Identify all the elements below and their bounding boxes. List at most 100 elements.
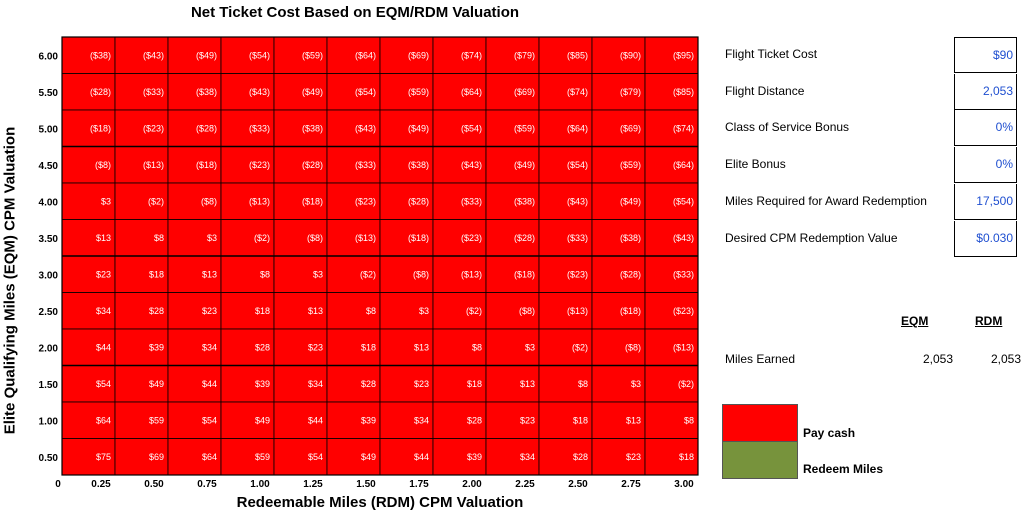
heatmap-cell [644, 401, 699, 439]
cell-value-label: ($8) [413, 269, 429, 279]
panel-row-label: Elite Bonus [725, 157, 786, 172]
cell-value-label: $23 [414, 379, 429, 389]
cell-value-label: ($54) [249, 50, 270, 60]
panel-row: Class of Service Bonus 0% [722, 110, 1022, 147]
cell-value-label: $13 [202, 269, 217, 279]
cell-value-label: ($13) [461, 269, 482, 279]
x-tick-label: 0.50 [144, 479, 164, 490]
cell-value-label: $34 [96, 306, 111, 316]
panel-value-cell[interactable]: 2,053 [954, 73, 1017, 110]
heatmap-cell [273, 292, 328, 330]
heatmap-cell [220, 438, 275, 476]
heatmap-cell [167, 219, 222, 257]
x-tick-label: 2.00 [462, 479, 482, 490]
x-tick-label: 0 [55, 479, 61, 490]
heatmap-cell [485, 401, 540, 439]
cell-value-label: $13 [626, 415, 641, 425]
heatmap-cell [432, 109, 487, 147]
cell-value-label: ($59) [302, 50, 323, 60]
cell-value-label: ($18) [302, 196, 323, 206]
cell-value-label: ($69) [620, 123, 641, 133]
cell-value-label: $3 [313, 269, 323, 279]
panel-value: 0% [995, 120, 1013, 135]
heatmap-cell [167, 146, 222, 184]
panel-value-cell[interactable]: 0% [954, 110, 1017, 147]
panel-row-label: Desired CPM Redemption Value [725, 230, 898, 245]
cell-value-label: ($28) [196, 123, 217, 133]
heatmap-cell [591, 182, 646, 220]
y-tick-label: 5.00 [39, 124, 59, 135]
heatmap-cell [61, 73, 116, 111]
heatmap-cell [432, 255, 487, 293]
cell-value-label: $18 [573, 415, 588, 425]
cell-value-label: ($54) [673, 196, 694, 206]
heatmap-cell [379, 438, 434, 476]
cell-value-label: ($2) [360, 269, 376, 279]
cell-value-label: ($2) [678, 379, 694, 389]
cell-value-label: ($28) [408, 196, 429, 206]
cell-value-label: ($64) [355, 50, 376, 60]
chart-title: Net Ticket Cost Based on EQM/RDM Valuati… [190, 4, 520, 21]
x-tick-label: 2.25 [515, 479, 535, 490]
heatmap-cell [432, 182, 487, 220]
panel-value: 0% [995, 157, 1013, 172]
heatmap-cell [114, 219, 169, 257]
panel-row: Flight Distance 2,053 [722, 73, 1022, 110]
heatmap-cell [538, 73, 593, 111]
heatmap-cell [379, 109, 434, 147]
heatmap-cell [114, 328, 169, 366]
cell-value-label: $64 [96, 415, 111, 425]
cell-value-label: $39 [149, 342, 164, 352]
panel-value-cell[interactable]: $90 [954, 37, 1017, 73]
heatmap-cell [485, 219, 540, 257]
heatmap-cell [591, 328, 646, 366]
y-tick-label: 3.00 [39, 270, 59, 281]
cell-value-label: ($23) [143, 123, 164, 133]
heatmap-cell [432, 146, 487, 184]
cell-value-label: $54 [96, 379, 111, 389]
heatmap-cell [538, 182, 593, 220]
heatmap-cell [538, 109, 593, 147]
cell-value-label: ($43) [249, 87, 270, 97]
miles-earned-label: Miles Earned [725, 352, 796, 366]
panel-row-label: Flight Ticket Cost [725, 47, 818, 61]
cell-value-label: $8 [578, 379, 588, 389]
cell-value-label: $13 [414, 342, 429, 352]
cell-value-label: $8 [366, 306, 376, 316]
x-tick-label: 0.75 [197, 479, 217, 490]
heatmap-cell [644, 36, 699, 74]
cell-value-label: ($18) [620, 306, 641, 316]
y-tick-label: 2.50 [39, 307, 59, 318]
heatmap-cell [644, 73, 699, 111]
panel-row: Flight Ticket Cost $90 [722, 37, 1022, 73]
cell-value-label: ($85) [567, 50, 588, 60]
cell-value-label: ($23) [461, 233, 482, 243]
x-tick-label: 1.75 [409, 479, 429, 490]
panel-value-cell[interactable]: 17,500 [954, 183, 1017, 220]
heatmap-cell [538, 292, 593, 330]
panel-value-cell[interactable]: $0.030 [954, 220, 1017, 257]
cell-value-label: $34 [202, 342, 217, 352]
heatmap-cell [220, 109, 275, 147]
cell-value-label: ($28) [620, 269, 641, 279]
panel-value-cell[interactable]: 0% [954, 147, 1017, 184]
cell-value-label: ($28) [514, 233, 535, 243]
heatmap-cell [644, 146, 699, 184]
cell-value-label: ($49) [620, 196, 641, 206]
cell-value-label: $13 [308, 306, 323, 316]
x-tick-label: 1.00 [250, 479, 270, 490]
cell-value-label: $18 [467, 379, 482, 389]
cell-value-label: ($8) [307, 233, 323, 243]
cell-value-label: ($79) [620, 87, 641, 97]
cell-value-label: ($33) [567, 233, 588, 243]
heatmap-cell [167, 182, 222, 220]
cell-value-label: ($43) [461, 160, 482, 170]
cell-value-label: ($33) [249, 123, 270, 133]
cell-value-label: ($2) [148, 196, 164, 206]
heatmap-cell [273, 255, 328, 293]
heatmap-cell [485, 109, 540, 147]
heatmap-cell [167, 365, 222, 403]
heatmap-cell [432, 36, 487, 74]
x-tick-label: 1.25 [303, 479, 323, 490]
cell-value-label: ($23) [249, 160, 270, 170]
